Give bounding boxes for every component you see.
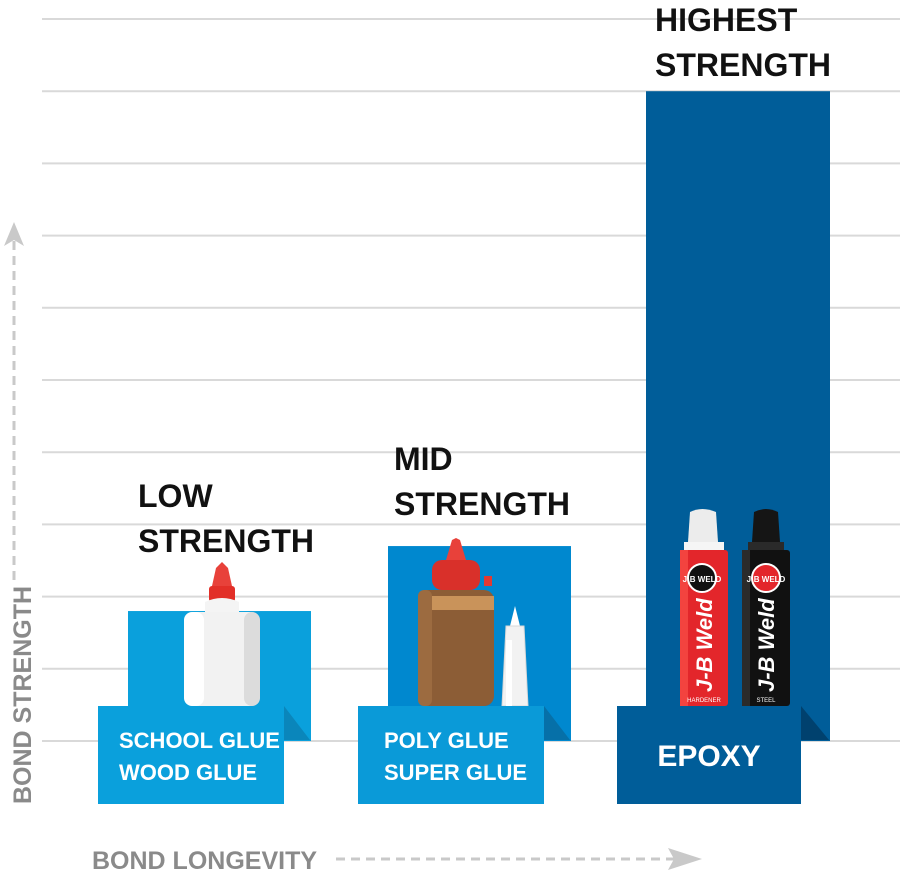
category-label-highest-text: EPOXY [657,740,760,773]
steel-caption: STEEL [756,698,776,704]
category-label-low-line-1: SCHOOL GLUE [119,728,280,753]
brown-glue-bottle-icon [418,538,494,706]
strength-heading-highest-line-1: HIGHEST [655,2,798,38]
category-label-mid-box [358,706,544,804]
x-axis-arrowhead-icon [668,848,702,870]
category-label-mid-line-1: POLY GLUE [384,728,509,753]
category-label-low-box [98,706,284,804]
category-label-low-line-2: WOOD GLUE [119,760,257,785]
hardener-caption: HARDENER [687,698,721,704]
bar-highest-strength [646,91,830,741]
strength-heading-low: LOW STRENGTH [138,478,314,559]
y-axis: BOND STRENGTH [4,222,37,804]
strength-heading-low-line-1: LOW [138,478,213,514]
hardener-brand: J-B Weld [692,598,717,692]
strength-heading-mid-line-2: STRENGTH [394,486,570,522]
category-label-highest-line-1: EPOXY [657,740,760,773]
category-label-highest: EPOXY [617,706,829,804]
category-label-mid-line-2: SUPER GLUE [384,760,527,785]
category-label-low-fold [284,706,310,740]
jb-weld-tubes-icon: J·B WELD J-B Weld HARDENER J·B WELD J-B … [680,509,790,706]
hardener-badge: J·B WELD [683,575,722,584]
category-label-highest-fold [801,706,829,740]
x-axis: BOND LONGEVITY [92,847,702,875]
strength-heading-mid-line-1: MID [394,441,453,477]
category-label-low: SCHOOL GLUE WOOD GLUE [98,706,310,804]
category-label-mid-text: POLY GLUE SUPER GLUE [384,728,527,785]
x-axis-label: BOND LONGEVITY [92,847,317,875]
category-label-mid-fold [544,706,570,740]
white-glue-bottle-icon [184,562,260,706]
hardener-tube-icon: J·B WELD J-B Weld HARDENER [680,509,728,706]
category-label-highest-box [617,706,801,804]
steel-tube-icon: J·B WELD J-B Weld STEEL [742,509,790,706]
steel-badge: J·B WELD [747,575,786,584]
strength-heading-low-line-2: STRENGTH [138,523,314,559]
category-label-low-text: SCHOOL GLUE WOOD GLUE [119,728,286,785]
category-label-mid: POLY GLUE SUPER GLUE [358,706,570,804]
super-glue-tube-icon [501,606,529,707]
strength-heading-highest-line-2: STRENGTH [655,47,831,83]
strength-heading-mid: MID STRENGTH [394,441,570,522]
y-axis-label: BOND STRENGTH [9,586,37,804]
y-axis-arrowhead-icon [4,222,24,246]
steel-brand: J-B Weld [754,598,779,692]
strength-heading-highest: HIGHEST STRENGTH [655,2,831,83]
